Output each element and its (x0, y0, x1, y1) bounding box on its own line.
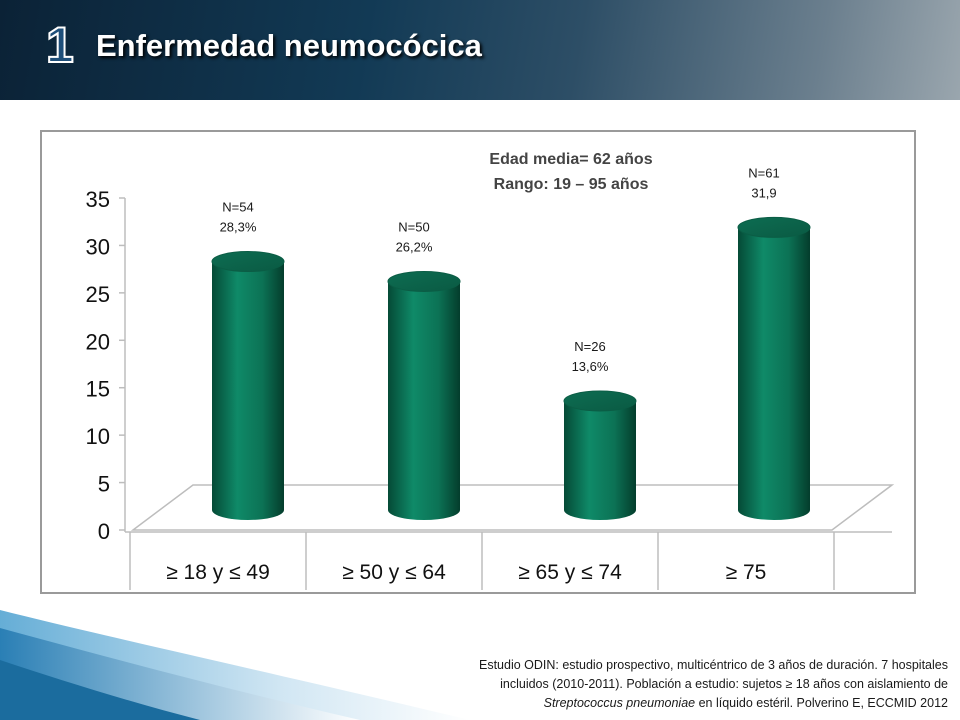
data-label-pct: 28,3% (220, 220, 257, 235)
data-label-pct: 31,9 (751, 185, 776, 200)
y-tick-label: 15 (86, 377, 110, 402)
y-tick-label: 10 (86, 424, 110, 449)
y-tick-label: 5 (98, 472, 110, 497)
y-tick-label: 35 (86, 187, 110, 212)
slide-title: Enfermedad neumocócica (96, 28, 482, 63)
bar (387, 270, 461, 520)
data-label-n: N=26 (574, 339, 605, 354)
footnote-species: Streptococcus pneumoniae (543, 696, 696, 710)
bar (563, 390, 637, 520)
bar-top (211, 251, 285, 273)
footnote-line-3: en líquido estéril. Polverino E, ECCMID … (695, 696, 948, 710)
chart-annotation: Edad media= 62 años (489, 151, 652, 168)
bar-top (387, 270, 461, 292)
x-category-label: ≥ 18 y ≤ 49 (166, 561, 270, 584)
x-category-label: ≥ 75 (726, 561, 767, 584)
source-footnote: Estudio ODIN: estudio prospectivo, multi… (388, 656, 948, 713)
data-label-n: N=50 (398, 219, 429, 234)
footnote-line-2: incluidos (2010-2011). Población a estud… (500, 677, 948, 691)
x-category-label: ≥ 65 y ≤ 74 (518, 561, 622, 584)
bar-body (564, 400, 636, 520)
bar-body (738, 227, 810, 521)
data-label-pct: 26,2% (396, 239, 433, 254)
bar (211, 251, 285, 520)
y-tick-label: 0 (98, 519, 110, 544)
slide-number: 1 (45, 17, 75, 73)
y-tick-label: 30 (86, 234, 110, 259)
chart-floor (130, 484, 895, 531)
data-label-pct: 13,6% (572, 359, 609, 374)
bar-body (388, 281, 460, 520)
footer-swoosh (0, 610, 470, 720)
bar (737, 216, 811, 521)
bar-top (737, 216, 811, 238)
data-label-n: N=54 (222, 200, 253, 215)
title-bar: 1 Enfermedad neumocócica (0, 0, 960, 100)
x-category-label: ≥ 50 y ≤ 64 (342, 561, 446, 584)
y-tick-label: 25 (86, 282, 110, 307)
bar-chart: 0 5 10 15 20 25 30 35 N=54 28,3% N=50 26,2% N=26 13,… (86, 151, 895, 590)
chart-annotation: Rango: 19 – 95 años (494, 176, 649, 193)
bar-body (212, 261, 284, 520)
y-tick-label: 20 (86, 329, 110, 354)
data-label-n: N=61 (748, 165, 779, 180)
footnote-line-1: Estudio ODIN: estudio prospectivo, multi… (478, 658, 948, 672)
bar-top (563, 390, 637, 412)
